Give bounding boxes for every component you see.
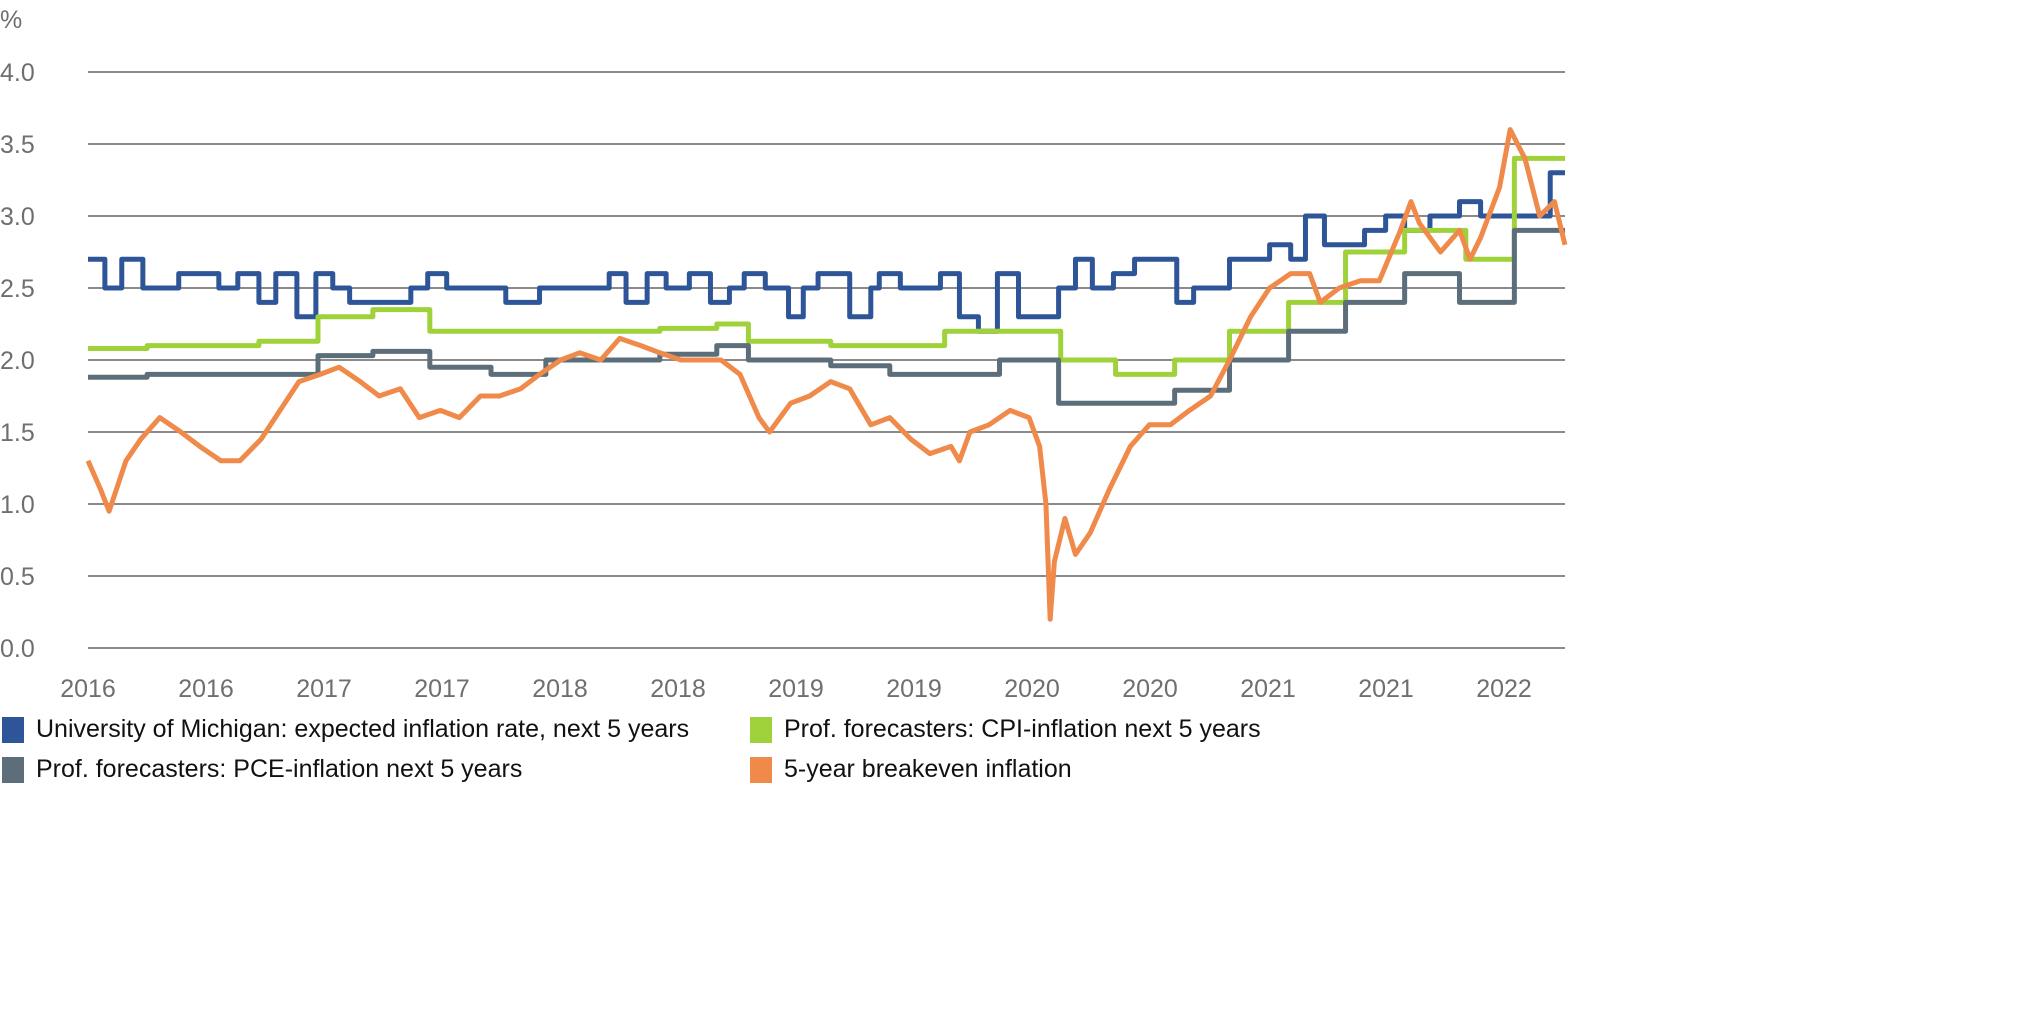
x-tick-label: 2017 bbox=[414, 675, 470, 703]
x-tick-label: 2016 bbox=[178, 675, 234, 703]
legend-item-pce: Prof. forecasters: PCE-inflation next 5 … bbox=[2, 755, 522, 784]
series-line-1 bbox=[88, 155, 1565, 377]
series-line-2 bbox=[88, 227, 1565, 406]
legend-swatch-cpi bbox=[750, 716, 772, 743]
y-tick-label: 2.0 bbox=[0, 347, 35, 375]
series-line-3 bbox=[85, 127, 1568, 622]
x-tick-label: 2021 bbox=[1358, 675, 1414, 703]
x-tick-label: 2016 bbox=[60, 675, 116, 703]
y-tick-label: 1.5 bbox=[0, 419, 35, 447]
legend-item-cpi: Prof. forecasters: CPI-inflation next 5 … bbox=[750, 715, 1261, 744]
y-tick-label: 4.0 bbox=[0, 59, 35, 87]
y-tick-label: 0.0 bbox=[0, 635, 35, 663]
y-tick-label: 1.0 bbox=[0, 491, 35, 519]
y-tick-label: 2.5 bbox=[0, 275, 35, 303]
x-tick-label: 2020 bbox=[1004, 675, 1060, 703]
legend-item-breakeven: 5-year breakeven inflation bbox=[750, 755, 1072, 784]
y-tick-label: 0.5 bbox=[0, 563, 35, 591]
x-tick-label: 2019 bbox=[768, 675, 824, 703]
x-tick-label: 2022 bbox=[1476, 675, 1532, 703]
legend-swatch-michigan bbox=[2, 716, 24, 743]
legend-label-pce: Prof. forecasters: PCE-inflation next 5 … bbox=[36, 755, 523, 783]
legend-swatch-breakeven bbox=[750, 756, 772, 783]
legend-label-cpi: Prof. forecasters: CPI-inflation next 5 … bbox=[784, 715, 1261, 743]
legend-label-breakeven: 5-year breakeven inflation bbox=[784, 755, 1072, 783]
legend-swatch-pce bbox=[2, 756, 24, 783]
x-tick-label: 2018 bbox=[650, 675, 706, 703]
legend-item-michigan: University of Michigan: expected inflati… bbox=[2, 715, 689, 744]
x-tick-label: 2019 bbox=[886, 675, 942, 703]
legend-label-michigan: University of Michigan: expected inflati… bbox=[36, 715, 690, 743]
series-line-0 bbox=[88, 170, 1565, 334]
x-tick-label: 2017 bbox=[296, 675, 352, 703]
x-tick-label: 2021 bbox=[1240, 675, 1296, 703]
y-tick-label: 3.5 bbox=[0, 131, 35, 159]
x-tick-label: 2018 bbox=[532, 675, 588, 703]
y-tick-label: 3.0 bbox=[0, 203, 35, 231]
x-tick-label: 2020 bbox=[1122, 675, 1178, 703]
y-axis-unit-label: % bbox=[0, 6, 22, 34]
